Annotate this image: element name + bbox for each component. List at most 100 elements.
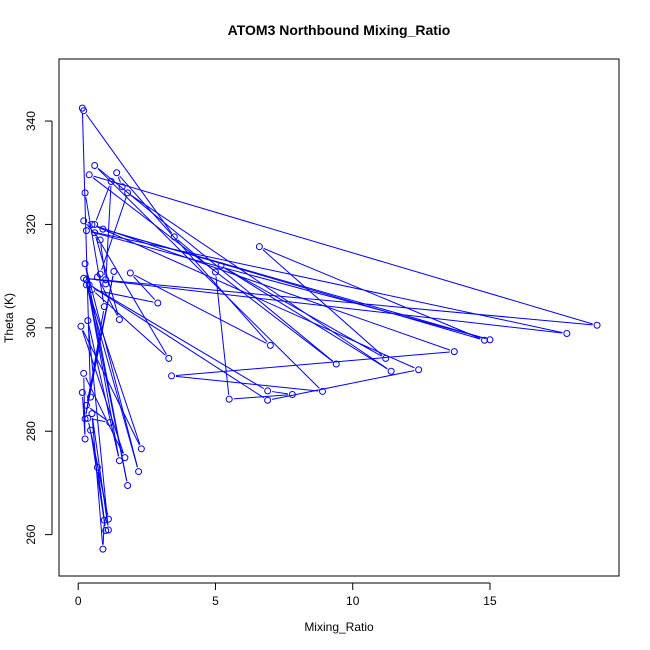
- series-segment: [134, 274, 267, 344]
- data-point: [82, 227, 90, 235]
- data-point: [100, 303, 108, 311]
- series-segment: [85, 114, 173, 234]
- plot-frame: [58, 58, 620, 577]
- data-point: [319, 387, 327, 395]
- series-segment: [93, 175, 593, 325]
- series-segment: [107, 229, 481, 340]
- series-segment: [92, 418, 106, 423]
- data-point: [211, 268, 219, 276]
- series-segment: [99, 280, 118, 316]
- data-point: [113, 169, 121, 177]
- data-point: [264, 396, 272, 404]
- data-point: [88, 220, 96, 228]
- series-segment: [95, 185, 111, 221]
- data-point: [100, 516, 108, 524]
- y-tick-label: 320: [24, 214, 38, 234]
- series-segment: [117, 176, 121, 183]
- series-segment: [97, 167, 334, 362]
- data-point: [84, 414, 92, 422]
- series-segment: [215, 276, 230, 395]
- series-segment: [85, 377, 124, 454]
- data-point: [102, 276, 110, 284]
- x-axis: 0 5 10 15: [75, 582, 497, 608]
- series-segment: [82, 330, 140, 446]
- y-tick-label: 260: [24, 524, 38, 544]
- series-segment: [88, 324, 119, 457]
- series-segment: [92, 286, 265, 390]
- data-point: [93, 463, 101, 471]
- series-segment: [91, 418, 104, 545]
- data-point: [415, 366, 423, 374]
- data-point: [115, 316, 123, 324]
- data-point: [382, 354, 390, 362]
- data-point: [107, 178, 115, 186]
- series-3: [80, 169, 274, 362]
- data-point: [104, 515, 112, 523]
- series-segment: [119, 175, 268, 343]
- data-point: [168, 372, 176, 380]
- data-point: [82, 401, 90, 409]
- series-segment: [88, 278, 593, 326]
- data-point: [78, 388, 86, 396]
- data-point: [124, 189, 132, 197]
- series-segment: [90, 434, 106, 527]
- series-segment: [83, 377, 86, 435]
- series-segment: [88, 278, 563, 334]
- data-point: [118, 183, 126, 191]
- series-segment: [105, 185, 112, 280]
- series-segment: [92, 177, 333, 362]
- series-segment: [89, 407, 107, 421]
- x-tick-label: 10: [346, 594, 360, 608]
- series-segment: [96, 225, 451, 351]
- series-segment: [87, 325, 109, 526]
- series-segment: [81, 112, 91, 393]
- data-point: [480, 336, 488, 344]
- x-tick-label: 5: [212, 594, 219, 608]
- data-point: [593, 321, 601, 329]
- series-segment: [100, 279, 103, 282]
- series-segment: [272, 391, 288, 395]
- series-segment: [101, 197, 127, 270]
- series-segment: [224, 267, 388, 370]
- data-point: [110, 267, 118, 275]
- series-segment: [133, 276, 156, 301]
- series-segment: [85, 267, 138, 468]
- data-point: [102, 527, 110, 535]
- chart-title: ATOM3 Northbound Mixing_Ratio: [228, 22, 451, 38]
- data-point: [135, 468, 143, 476]
- data-point: [91, 229, 99, 237]
- data-point: [288, 391, 296, 399]
- data-point: [96, 236, 104, 244]
- series-segment: [233, 394, 288, 400]
- data-point: [91, 220, 99, 228]
- data-point: [84, 317, 92, 325]
- data-point: [81, 260, 89, 268]
- data-point: [137, 445, 145, 453]
- series-segment: [86, 284, 128, 482]
- data-point: [126, 269, 134, 277]
- series-segment: [92, 286, 265, 399]
- series-layer: [77, 104, 601, 553]
- data-point: [170, 233, 178, 241]
- series-segment: [271, 370, 415, 400]
- data-point: [563, 330, 571, 338]
- data-point: [80, 369, 88, 377]
- y-tick-label: 280: [24, 421, 38, 441]
- data-point: [93, 273, 101, 281]
- data-point: [80, 107, 88, 115]
- data-point: [332, 360, 340, 368]
- data-point: [82, 281, 90, 289]
- series-segment: [175, 351, 450, 377]
- data-point: [81, 189, 89, 197]
- data-point: [450, 348, 458, 356]
- series-segment: [95, 236, 119, 316]
- data-point: [255, 243, 263, 251]
- series-segment: [87, 221, 91, 224]
- series-segment: [175, 375, 319, 392]
- series-segment: [86, 223, 98, 237]
- series-segment: [263, 247, 481, 339]
- data-point: [106, 418, 114, 426]
- data-point: [87, 426, 95, 434]
- y-axis-label: Theta (K): [2, 293, 16, 343]
- data-point: [121, 454, 129, 462]
